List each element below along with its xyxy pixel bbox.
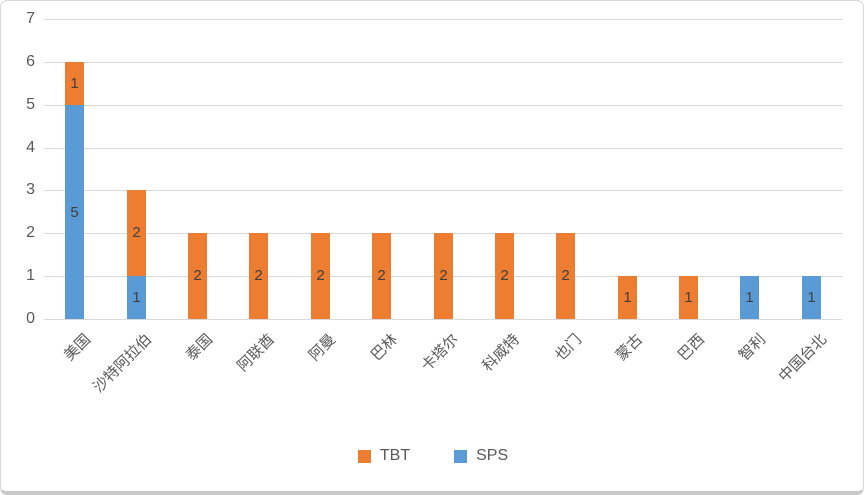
- data-label: 2: [132, 224, 141, 241]
- bar-segment-tbt: 1: [65, 62, 84, 105]
- bar-segment-tbt: 2: [188, 233, 207, 319]
- data-label: 1: [745, 289, 754, 306]
- y-axis-tick-label: 7: [26, 10, 35, 27]
- data-label: 2: [439, 267, 448, 284]
- legend-swatch-icon: [454, 449, 468, 463]
- data-label: 2: [316, 267, 325, 284]
- bar-segment-tbt: 2: [127, 190, 146, 276]
- data-label: 1: [132, 289, 141, 306]
- y-axis-tick-label: 6: [26, 53, 35, 70]
- gridline-y5: [44, 105, 842, 106]
- bar-segment-tbt: 1: [618, 276, 637, 319]
- bar-segment-sps: 1: [740, 276, 759, 319]
- gridline-y4: [44, 148, 842, 149]
- data-label: 1: [70, 75, 79, 92]
- data-label: 1: [684, 289, 693, 306]
- data-label: 2: [561, 267, 570, 284]
- legend-label: SPS: [476, 447, 509, 464]
- data-label: 2: [193, 267, 202, 284]
- gridline-y7: [44, 19, 842, 20]
- data-label: 5: [70, 204, 79, 221]
- data-label: 2: [254, 267, 263, 284]
- bar-segment-tbt: 2: [495, 233, 514, 319]
- legend-swatch-icon: [357, 449, 371, 463]
- bar-segment-tbt: 2: [311, 233, 330, 319]
- data-label: 1: [623, 289, 632, 306]
- legend: TBT SPS: [1, 447, 863, 464]
- legend-item-tbt: TBT: [357, 447, 411, 464]
- bar-segment-tbt: 2: [556, 233, 575, 319]
- y-axis-tick-label: 5: [26, 96, 35, 113]
- legend-label: TBT: [379, 447, 411, 464]
- y-axis-tick-label: 0: [26, 310, 35, 327]
- data-label: 2: [377, 267, 386, 284]
- bar-segment-sps: 1: [127, 276, 146, 319]
- gridline-y6: [44, 62, 842, 63]
- gridline-y0: [44, 319, 842, 320]
- data-label: 1: [807, 289, 816, 306]
- bar-segment-sps: 5: [65, 105, 84, 319]
- bar-segment-tbt: 2: [372, 233, 391, 319]
- gridline-y3: [44, 190, 842, 191]
- legend-item-sps: SPS: [454, 448, 508, 464]
- y-axis-tick-label: 3: [26, 181, 35, 198]
- y-axis-tick-label: 1: [26, 267, 35, 284]
- bar-segment-sps: 1: [802, 276, 821, 319]
- y-axis-tick-label: 4: [26, 139, 35, 156]
- bar-segment-tbt: 1: [679, 276, 698, 319]
- bar-segment-tbt: 2: [249, 233, 268, 319]
- bar-segment-tbt: 2: [434, 233, 453, 319]
- y-axis-tick-label: 2: [26, 224, 35, 241]
- data-label: 2: [500, 267, 509, 284]
